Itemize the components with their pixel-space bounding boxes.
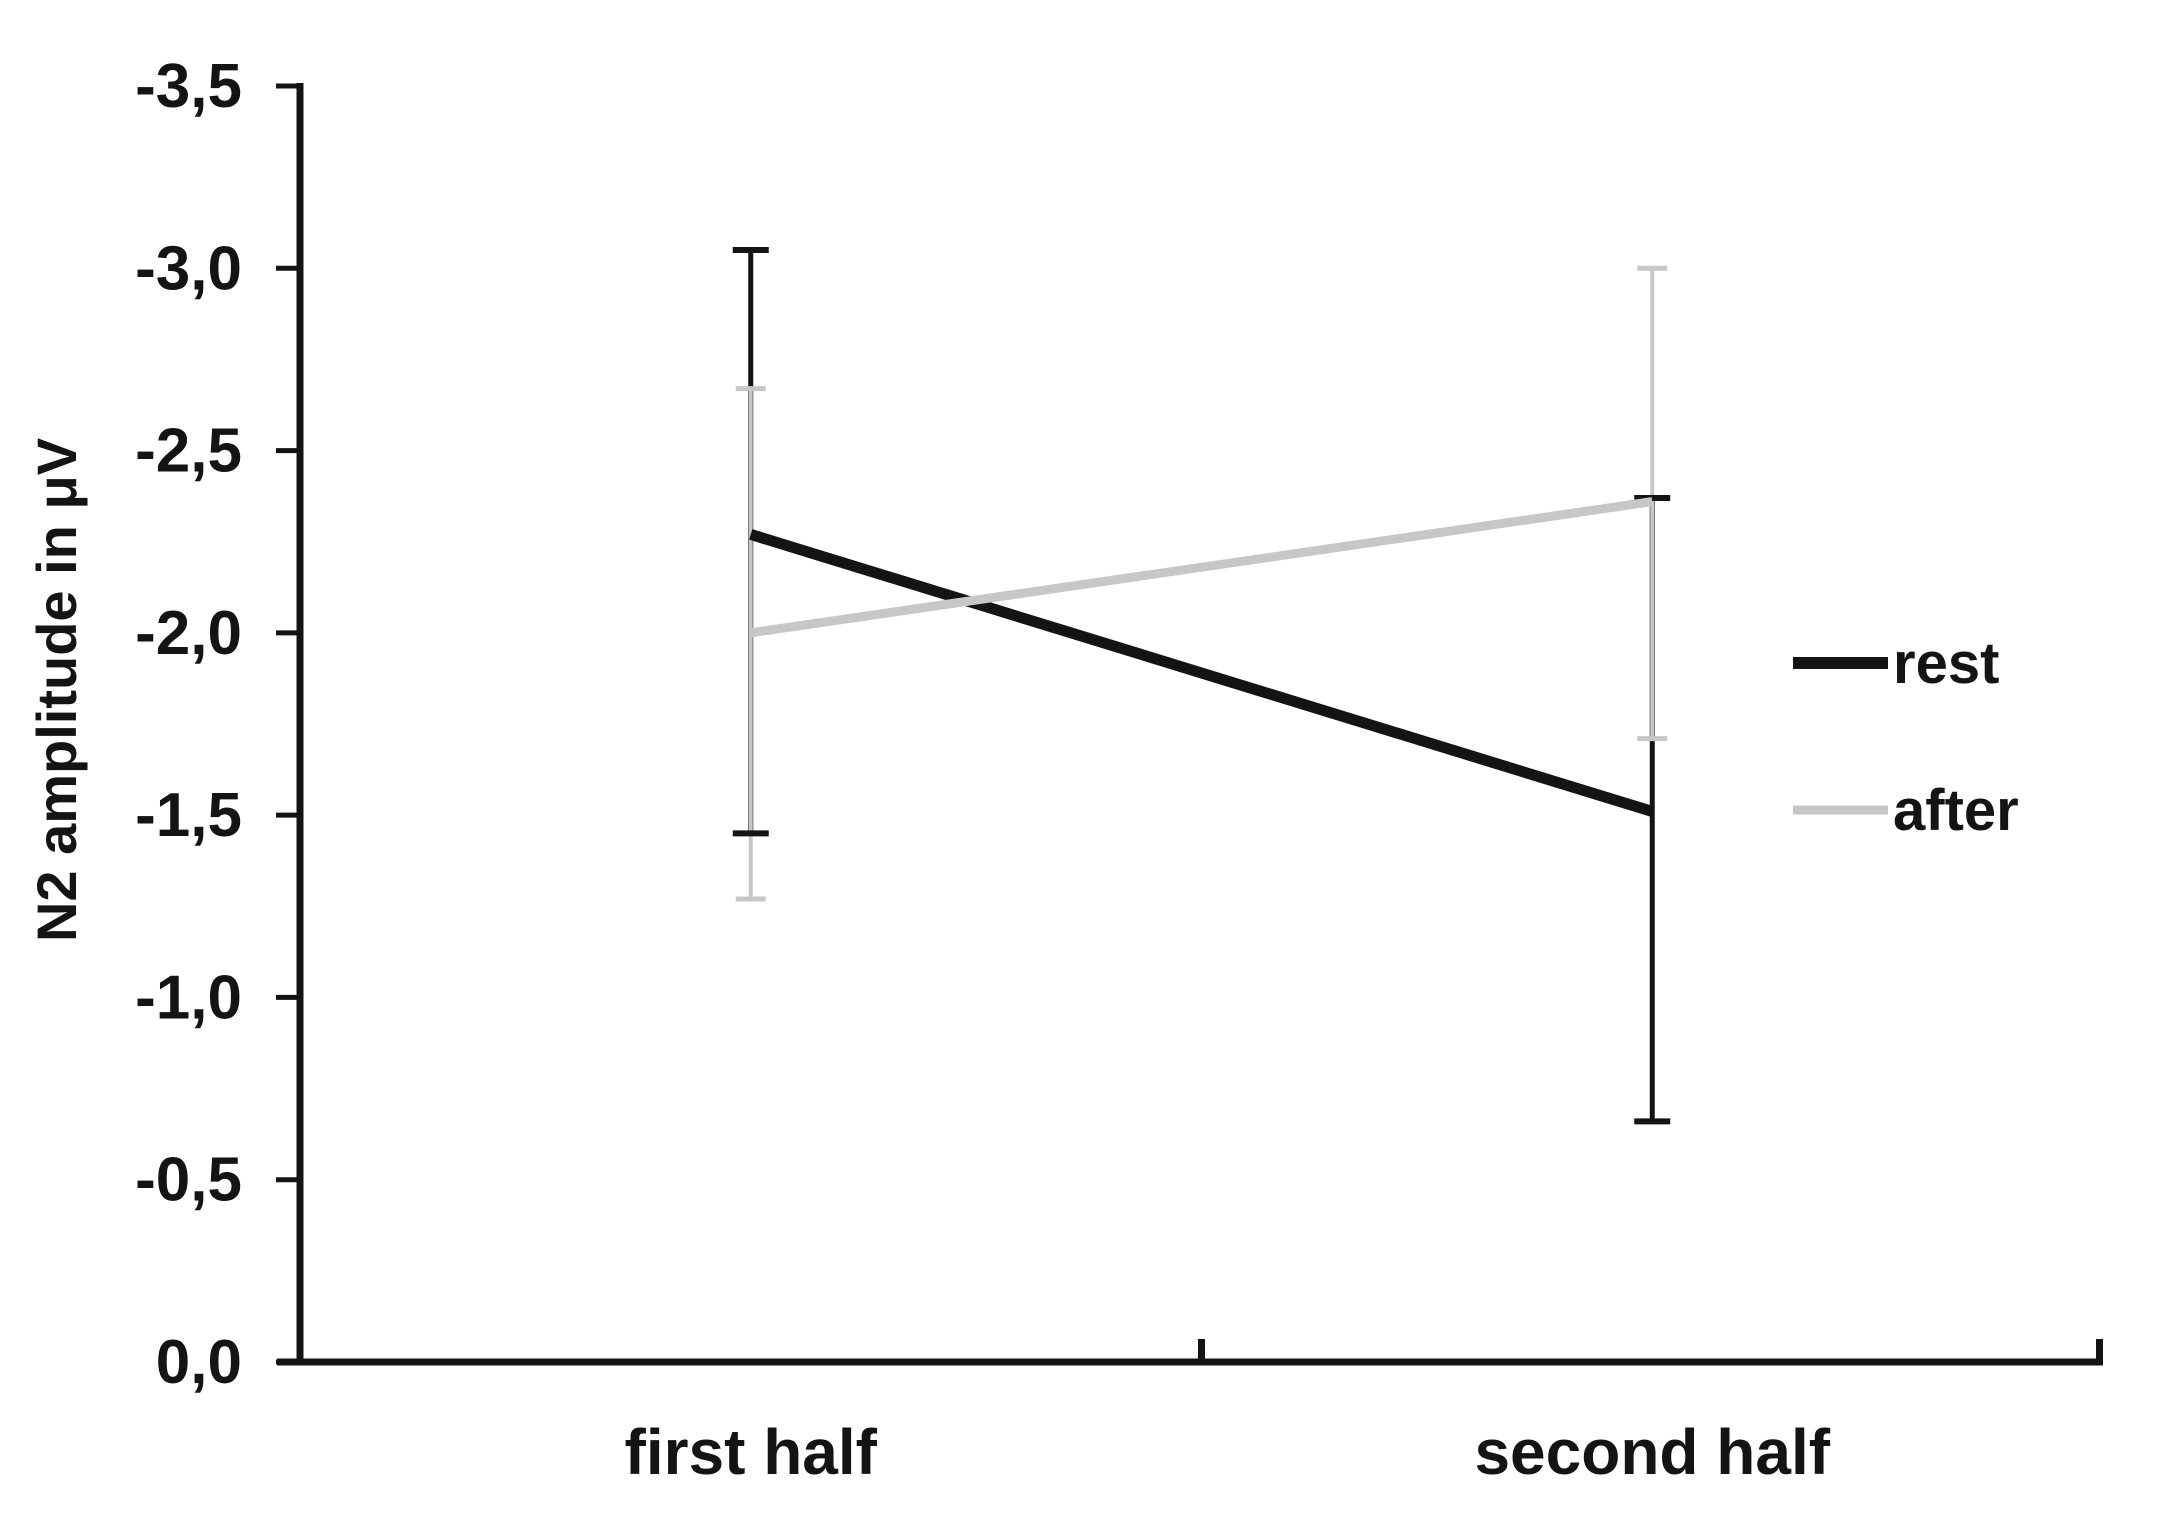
series-line-rest [749,529,1654,817]
y-tick-label: 0,0 [156,1328,242,1397]
x-category-label: second half [1474,1416,1830,1488]
y-tick-label: -1,0 [135,963,242,1032]
legend-label-rest: rest [1893,631,1999,696]
legend-label-after: after [1893,778,2019,843]
y-tick-label: -3,5 [135,52,242,121]
series-line-after [750,497,1653,638]
y-tick-label: -2,5 [135,417,242,486]
y-tick-label: -0,5 [135,1146,242,1215]
y-tick-label: -2,0 [135,599,242,668]
y-axis-title: N2 amplitude in μV [25,438,88,942]
y-tick-label: -3,0 [135,234,242,303]
y-tick-label: -1,5 [135,781,242,850]
x-category-label: first half [625,1416,878,1488]
